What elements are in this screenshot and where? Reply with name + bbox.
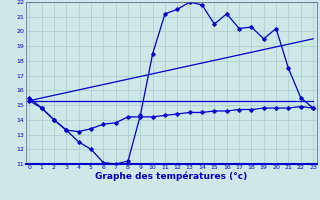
X-axis label: Graphe des températures (°c): Graphe des températures (°c) — [95, 172, 247, 181]
